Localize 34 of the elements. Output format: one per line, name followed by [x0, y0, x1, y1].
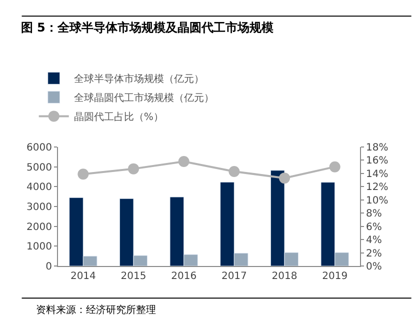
- y-tick-label: 5000: [26, 162, 52, 174]
- legend-label: 全球半导体市场规模（亿元）: [74, 73, 204, 86]
- y-tick-label: 1000: [26, 242, 52, 253]
- y2-tick-label: 16%: [366, 156, 388, 167]
- point: [228, 166, 240, 177]
- y-tick-label: 4000: [26, 182, 52, 194]
- y-tick-label: 2000: [26, 222, 52, 233]
- x-tick-label: 2014: [70, 271, 96, 282]
- y-tick-label: 0: [46, 262, 52, 272]
- point: [78, 168, 89, 180]
- y-tick-label: 6000: [26, 142, 52, 154]
- text: 资料来源：经济研究所整理: [36, 304, 156, 316]
- y2-tick-label: 4%: [366, 235, 382, 246]
- x-tick-label: 2018: [272, 271, 298, 282]
- x-tick-label: 2016: [171, 271, 197, 282]
- legend-label: 全球晶圆代工市场规模（亿元）: [74, 92, 214, 104]
- point: [329, 161, 340, 172]
- y2-tick-label: 12%: [366, 182, 388, 194]
- x-tick-label: 2019: [322, 271, 348, 282]
- point: [128, 163, 139, 174]
- point: [279, 172, 290, 184]
- y2-tick-label: 2%: [366, 248, 382, 260]
- y2-tick-label: 14%: [366, 168, 388, 180]
- y2-tick-label: 10%: [366, 195, 388, 206]
- y2-tick-label: 18%: [366, 142, 388, 154]
- point: [178, 156, 190, 168]
- y2-tick-label: 8%: [366, 208, 382, 220]
- chart-title: 图 5：全球半导体市场规模及晶圆代工市场规模: [20, 20, 274, 34]
- y2-tick-label: 6%: [366, 222, 382, 233]
- x-tick-label: 2015: [120, 271, 146, 282]
- y2-tick-label: 0%: [366, 262, 382, 272]
- y-tick-label: 3000: [26, 202, 52, 213]
- x-tick-label: 2017: [221, 271, 247, 282]
- legend-label: 晶圆代工占比（%）: [74, 111, 164, 124]
